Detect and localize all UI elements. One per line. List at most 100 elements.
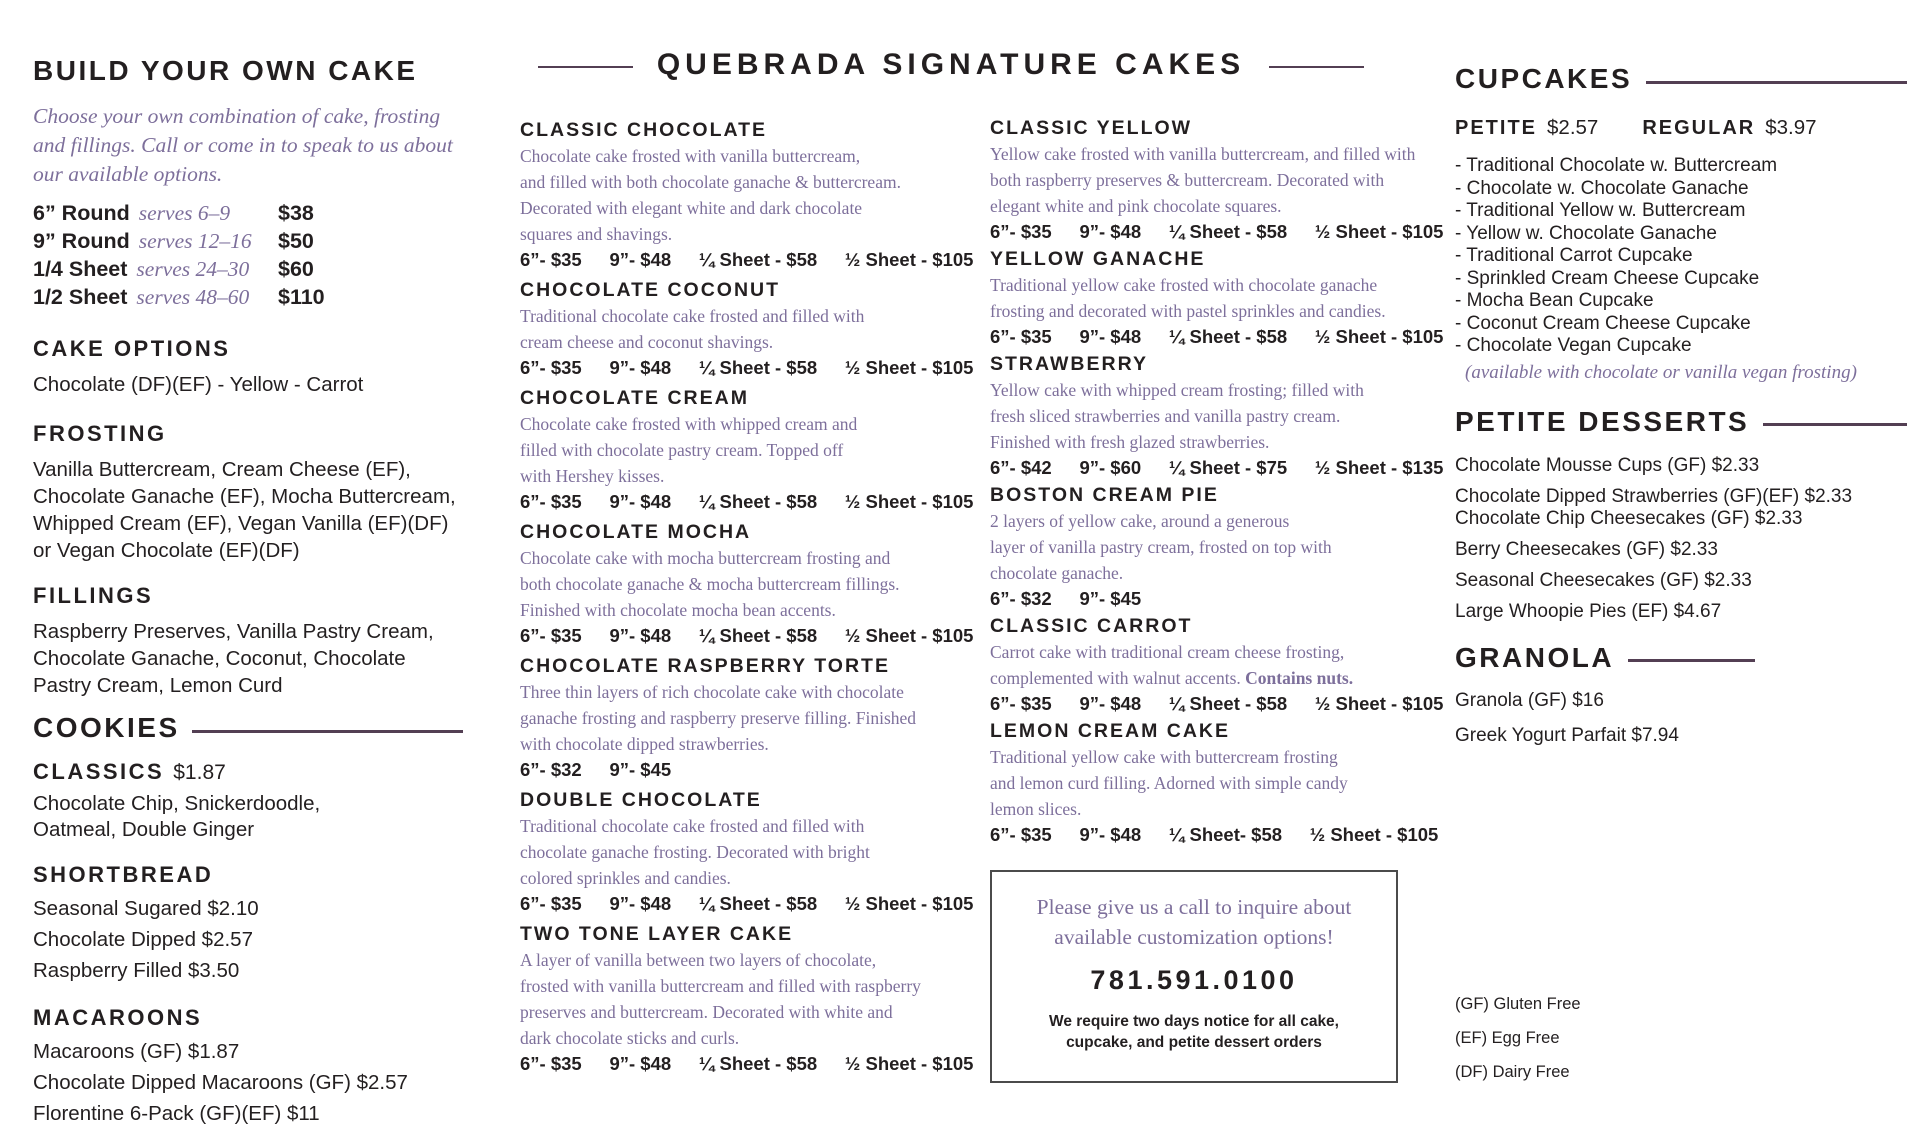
menu-item-chocolate-cream: CHOCOLATE CREAM Chocolate cake frosted w…: [520, 388, 982, 511]
desc-line: Yellow cake with whipped cream frosting;…: [990, 380, 1364, 400]
frosting-line: Chocolate Ganache (EF), Mocha Buttercrea…: [33, 485, 456, 508]
build-your-own-cake-section: BUILD YOUR OWN CAKE Choose your own comb…: [33, 56, 468, 1129]
desc-line: both chocolate ganache & mocha buttercre…: [520, 574, 900, 594]
menu-item-name: DOUBLE CHOCOLATE: [520, 789, 762, 811]
vegan-frosting-note: (available with chocolate or vanilla veg…: [1465, 361, 1857, 383]
rule: [1269, 65, 1365, 69]
desc-line: Chocolate cake frosted with vanilla butt…: [520, 146, 861, 166]
menu-item-prices: 6”- $35 9”- $48 ¼ Sheet - $58 ½ Sheet - …: [520, 625, 974, 646]
signature-cakes-column-2: CLASSIC YELLOW Yellow cake frosted with …: [990, 118, 1444, 852]
menu-item-prices: 6”- $35 9”- $48 ¼ Sheet - $58 ½ Sheet - …: [520, 491, 974, 512]
section-title-granola: GRANOLA: [1455, 641, 1615, 673]
menu-item-description: A layer of vanilla between two layers of…: [520, 947, 982, 1051]
rule: [1646, 80, 1907, 84]
menu-item-name: LEMON CREAM CAKE: [990, 720, 1230, 742]
desc-text: complemented with walnut accents.: [990, 668, 1246, 688]
petite-price: $2.57: [1547, 116, 1599, 139]
desc-line: Chocolate cake frosted with whipped crea…: [520, 414, 858, 434]
menu-line: Raspberry Filled $3.50: [33, 959, 240, 982]
section-title-build-your-own-cake: BUILD YOUR OWN CAKE: [33, 55, 418, 86]
menu-item-description: Yellow cake frosted with vanilla butterc…: [990, 141, 1415, 219]
desc-line: Chocolate cake with mocha buttercream fr…: [520, 548, 891, 568]
granola-item: Greek Yogurt Parfait $7.94: [1455, 724, 1679, 746]
cookies-section-header: COOKIES: [33, 713, 463, 743]
desc-line: frosted with vanilla buttercream and fil…: [520, 976, 921, 996]
desc-line: Traditional chocolate cake frosted and f…: [520, 306, 865, 326]
rule: [1763, 423, 1907, 426]
desc-line: 2 layers of yellow cake, around a genero…: [990, 511, 1290, 531]
section-title-petite-desserts: PETITE DESSERTS: [1455, 405, 1750, 437]
desc-line: dark chocolate sticks and curls.: [520, 1028, 740, 1048]
menu-item-boston-cream-pie: BOSTON CREAM PIE 2 layers of yellow cake…: [990, 485, 1412, 608]
menu-item-classic-chocolate: CLASSIC CHOCOLATE Chocolate cake frosted…: [520, 120, 982, 269]
petite-desserts-section-header: PETITE DESSERTS: [1455, 405, 1907, 437]
rule: [191, 729, 463, 733]
menu-item-description: Chocolate cake frosted with whipped crea…: [520, 411, 982, 489]
dessert-item: Chocolate Chip Cheesecakes (GF) $2.33: [1455, 507, 1803, 529]
size-label: 9” Round: [33, 229, 130, 253]
cookies-classics-header: CLASSICS $1.87: [33, 760, 468, 785]
macaroons-items: Macaroons (GF) $1.87 Chocolate Dipped Ma…: [33, 1036, 468, 1129]
classics-line: Chocolate Chip, Snickerdoodle,: [33, 792, 321, 815]
menu-item-description: 2 layers of yellow cake, around a genero…: [990, 508, 1412, 586]
heading-frosting: FROSTING: [33, 421, 167, 446]
cake-options-line: Chocolate (DF)(EF) - Yellow - Carrot: [33, 373, 364, 396]
size-label-group: 9” Round serves 12–16: [33, 229, 278, 254]
desc-line: Traditional yellow cake with buttercream…: [990, 747, 1338, 767]
legend-item: (GF) Gluten Free: [1455, 994, 1581, 1013]
dietary-legend: (GF) Gluten Free (EF) Egg Free (DF) Dair…: [1455, 995, 1907, 1082]
size-label-group: 6” Round serves 6–9: [33, 201, 278, 226]
cupcake-item: - Traditional Chocolate w. Buttercream: [1455, 155, 1778, 176]
menu-item-prices: 6”- $35 9”- $48 ¼ Sheet - $58 ½ Sheet - …: [520, 893, 974, 914]
size-row: 1/2 Sheet serves 48–60 $110: [33, 285, 468, 313]
desc-line: A layer of vanilla between two layers of…: [520, 950, 877, 970]
desc-line: chocolate ganache frosting. Decorated wi…: [520, 842, 870, 862]
build-intro: Choose your own combination of cake, fro…: [33, 102, 468, 189]
heading-shortbread: SHORTBREAD: [33, 862, 214, 887]
menu-line: Macaroons (GF) $1.87: [33, 1040, 240, 1063]
classics-line: Oatmeal, Double Ginger: [33, 818, 255, 841]
regular-price: $3.97: [1765, 116, 1817, 139]
menu-item-description: Carrot cake with traditional cream chees…: [990, 639, 1412, 691]
menu-item-two-tone-layer-cake: TWO TONE LAYER CAKE A layer of vanilla b…: [520, 924, 982, 1073]
notice-line: available customization options!: [1054, 925, 1334, 949]
cupcake-list: - Traditional Chocolate w. Buttercream -…: [1455, 155, 1907, 358]
menu-item-name: CHOCOLATE MOCHA: [520, 521, 752, 543]
menu-item-chocolate-mocha: CHOCOLATE MOCHA Chocolate cake with moch…: [520, 522, 982, 645]
size-label-group: 1/4 Sheet serves 24–30: [33, 257, 278, 282]
menu-item-name: CLASSIC CHOCOLATE: [520, 119, 768, 141]
desc-line: cream cheese and coconut shavings.: [520, 332, 774, 352]
cupcake-item: - Chocolate w. Chocolate Ganache: [1455, 177, 1749, 199]
menu-line: Florentine 6-Pack (GF)(EF) $11: [33, 1102, 320, 1125]
heading-macaroons: MACAROONS: [33, 1005, 203, 1030]
cake-options-list: Chocolate (DF)(EF) - Yellow - Carrot: [33, 371, 468, 398]
shortbread-items: Seasonal Sugared $2.10 Chocolate Dipped …: [33, 893, 468, 986]
menu-item-chocolate-raspberry-torte: CHOCOLATE RASPBERRY TORTE Three thin lay…: [520, 656, 982, 779]
heading-classics: CLASSICS: [33, 759, 165, 784]
menu-item-name: CHOCOLATE CREAM: [520, 387, 749, 409]
menu-item-prices: 6”- $35 9”- $48 ¼ Sheet - $58 ½ Sheet - …: [520, 357, 974, 378]
menu-item-prices: 6”- $35 9”- $48 ¼ Sheet- $58 ½ Sheet - $…: [990, 824, 1439, 845]
frosting-line: Whipped Cream (EF), Vegan Vanilla (EF)(D…: [33, 512, 449, 535]
desc-line: lemon slices.: [990, 799, 1082, 819]
desc-line: elegant white and pink chocolate squares…: [990, 196, 1282, 216]
granola-list: Granola (GF) $16 Greek Yogurt Parfait $7…: [1455, 690, 1907, 747]
intro-line: Choose your own combination of cake, fro…: [33, 104, 441, 128]
order-notice: We require two days notice for all cake,…: [992, 1011, 1396, 1053]
menu-item-prices: 6”- $35 9”- $48 ¼ Sheet - $58 ½ Sheet - …: [990, 221, 1444, 242]
order-notice-line: cupcake, and petite dessert orders: [1066, 1034, 1322, 1051]
desc-line: Decorated with elegant white and dark ch…: [520, 198, 863, 218]
menu-item-description: Three thin layers of rich chocolate cake…: [520, 679, 982, 757]
size-row: 1/4 Sheet serves 24–30 $60: [33, 257, 468, 285]
order-notice-line: We require two days notice for all cake,: [1048, 1013, 1339, 1030]
cupcake-item: - Chocolate Vegan Cupcake: [1455, 335, 1692, 356]
menu-item-classic-yellow: CLASSIC YELLOW Yellow cake frosted with …: [990, 118, 1444, 242]
frosting-list: Vanilla Buttercream, Cream Cheese (EF), …: [33, 456, 468, 564]
petite-desserts-list: Chocolate Mousse Cups (GF) $2.33 Chocola…: [1455, 455, 1907, 623]
menu-item-name: BOSTON CREAM PIE: [990, 484, 1219, 506]
size-row: 9” Round serves 12–16 $50: [33, 229, 468, 257]
cake-size-price-list: 6” Round serves 6–9 $38 9” Round serves 12…: [33, 201, 468, 313]
menu-item-description: Chocolate cake with mocha buttercream fr…: [520, 545, 982, 623]
menu-item-prices: 6”- $32 9”- $45: [990, 588, 1142, 609]
